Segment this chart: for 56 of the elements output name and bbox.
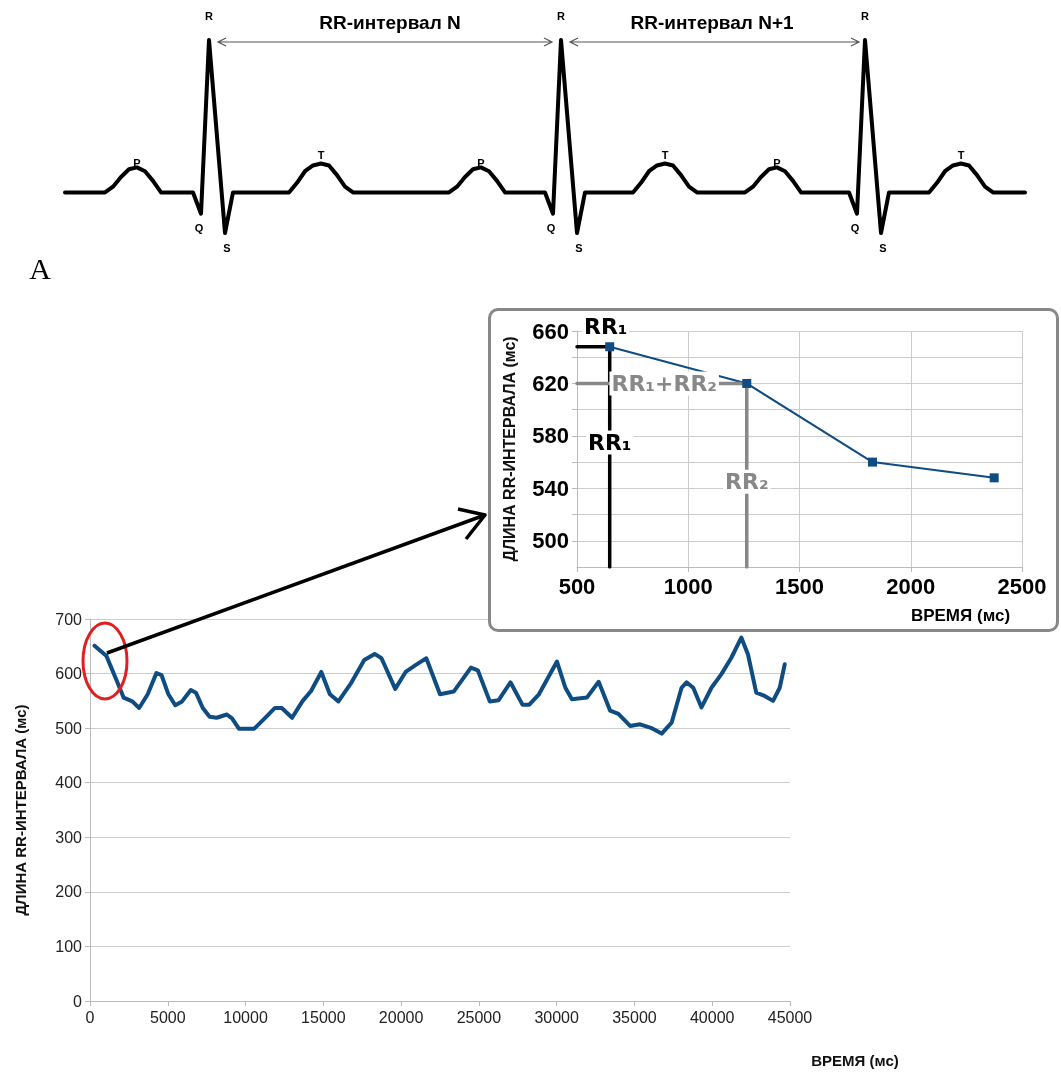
y-tick-label: 700 bbox=[55, 610, 83, 628]
annotation: T bbox=[957, 149, 965, 161]
x-tick-label: 30000 bbox=[534, 1008, 580, 1026]
text: S bbox=[223, 242, 231, 254]
y-tick-label: 620 bbox=[532, 370, 569, 396]
x-tick-label: 15000 bbox=[301, 1008, 346, 1026]
text: R bbox=[205, 10, 214, 22]
x-tick-label: 2500 bbox=[997, 573, 1047, 599]
y-tick-label: 600 bbox=[55, 665, 83, 683]
x-tick-label: 45000 bbox=[767, 1008, 813, 1026]
point bbox=[605, 342, 615, 352]
x-tick-label: 0 bbox=[85, 1008, 95, 1026]
y-tick-label: 500 bbox=[532, 528, 569, 554]
x-tick-label: 1000 bbox=[663, 573, 713, 599]
x-axis-title: ВРЕМЯ (мс) bbox=[910, 606, 1011, 625]
annotation: RR₁+RR₂ bbox=[611, 370, 717, 396]
annotation: T bbox=[317, 149, 325, 161]
annotation: Q bbox=[850, 222, 860, 234]
annotation: Q bbox=[546, 222, 556, 234]
x-tick-label: 1500 bbox=[775, 573, 824, 599]
point bbox=[742, 378, 752, 388]
y-tick-label: 300 bbox=[55, 828, 83, 846]
y-tick-label: 0 bbox=[73, 992, 83, 1010]
point bbox=[989, 473, 999, 483]
y-axis-title: ДЛИНА RR-ИНТЕРВАЛА (мс) bbox=[12, 704, 29, 916]
point bbox=[867, 457, 877, 467]
x-tick-label: 2000 bbox=[886, 573, 936, 599]
x-tick-label: 40000 bbox=[689, 1008, 735, 1026]
x-tick-label: 5000 bbox=[149, 1008, 186, 1026]
x-tick-label: 10000 bbox=[223, 1008, 268, 1026]
line-series bbox=[92, 635, 787, 736]
y-axis-title: ДЛИНА RR-ИНТЕРВАЛА (мс) bbox=[500, 336, 518, 562]
y-tick-label: 100 bbox=[55, 937, 83, 955]
text: R bbox=[557, 10, 566, 22]
x-tick-label: 20000 bbox=[378, 1008, 424, 1026]
annotation: RR₁ bbox=[587, 429, 632, 455]
x-tick-label: 35000 bbox=[612, 1008, 657, 1026]
text: RR-интервал N+1 bbox=[630, 11, 794, 33]
annotation: RR₁ bbox=[583, 314, 628, 340]
x-tick-label: 500 bbox=[558, 573, 596, 599]
annotation: Q bbox=[194, 222, 204, 234]
text: S bbox=[575, 242, 583, 254]
y-tick-label: 580 bbox=[532, 423, 569, 449]
annotation: T bbox=[661, 149, 669, 161]
text: A bbox=[29, 251, 52, 285]
y-tick-label: 500 bbox=[55, 719, 83, 737]
y-tick-label: 660 bbox=[532, 318, 569, 344]
y-tick-label: 540 bbox=[532, 475, 569, 501]
x-axis-title: ВРЕМЯ (мс) bbox=[811, 1052, 899, 1069]
x-tick-label: 25000 bbox=[456, 1008, 502, 1026]
text: S bbox=[879, 242, 887, 254]
y-tick-label: 200 bbox=[55, 883, 83, 901]
y-tick-label: 400 bbox=[55, 774, 83, 792]
text: R bbox=[861, 10, 870, 22]
text: RR-интервал N bbox=[319, 11, 461, 33]
annotation: RR₂ bbox=[725, 469, 769, 495]
